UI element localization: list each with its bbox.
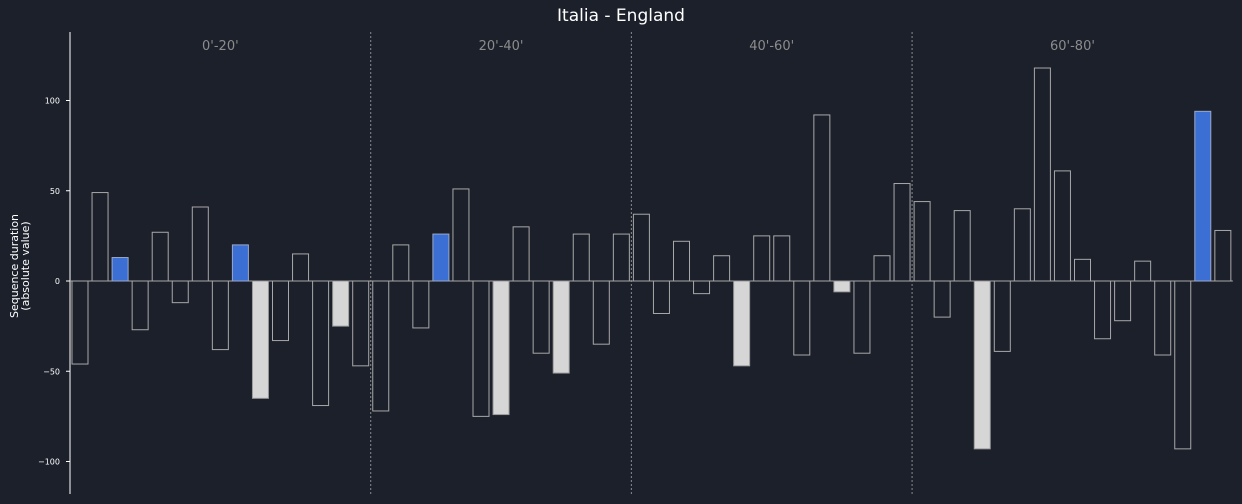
y-tick-label: 50 (50, 187, 60, 196)
bar (612, 233, 630, 282)
bar (893, 183, 911, 282)
bar (1094, 280, 1112, 340)
bar (452, 188, 470, 282)
bar (71, 280, 89, 365)
bar (532, 280, 550, 354)
bar (1214, 229, 1232, 282)
bar (933, 280, 951, 318)
bar (1194, 110, 1212, 282)
period-label: 20'-40' (479, 39, 524, 54)
period-label: 40'-60' (749, 39, 794, 54)
bar (231, 244, 249, 282)
bar (191, 206, 209, 282)
bar (211, 280, 229, 351)
period-label: 60'-80' (1050, 39, 1095, 54)
bar (693, 280, 711, 295)
bar (873, 255, 891, 282)
bar (151, 231, 169, 282)
bar (312, 280, 330, 407)
bar (673, 240, 690, 282)
bar (332, 280, 350, 327)
bar (251, 280, 269, 399)
bar (652, 280, 670, 314)
bar (813, 114, 831, 282)
bar (993, 280, 1011, 352)
bar (1074, 258, 1091, 282)
bar (913, 201, 931, 282)
bar (392, 244, 410, 282)
bar (131, 280, 149, 331)
bar (1013, 208, 1031, 282)
bar (632, 213, 650, 282)
bar (171, 280, 189, 304)
bar (552, 280, 570, 374)
bar (973, 280, 991, 450)
bar (111, 257, 129, 282)
bar (753, 235, 771, 282)
bar (953, 210, 971, 282)
chart-title: Italia - England (557, 6, 685, 26)
bar (1114, 280, 1132, 322)
bar (512, 226, 530, 282)
bar (352, 280, 370, 367)
bar (773, 235, 791, 282)
bar (1033, 67, 1051, 282)
y-axis-label: Sequence duration(absolute value) (8, 214, 32, 318)
y-tick-label: 0 (55, 277, 60, 286)
bar (592, 280, 610, 345)
bar (833, 280, 851, 293)
bar (1174, 280, 1192, 450)
y-tick-label: −100 (38, 458, 60, 467)
y-axis-label-line: (absolute value) (19, 221, 32, 310)
bar (292, 253, 310, 282)
bar (1134, 260, 1152, 282)
bar (492, 280, 510, 416)
y-axis-label-line: Sequence duration (8, 214, 21, 318)
y-tick-label: 100 (45, 97, 60, 106)
bar (1053, 170, 1071, 282)
period-label: 0'-20' (202, 39, 239, 54)
bar (472, 280, 490, 417)
bar (272, 280, 289, 342)
bar (853, 280, 871, 354)
bar (793, 280, 811, 356)
bar (572, 233, 590, 282)
bar (91, 192, 109, 282)
bar (713, 255, 731, 282)
bar (372, 280, 390, 412)
bar (733, 280, 751, 367)
bar (412, 280, 430, 329)
y-tick-label: −50 (43, 367, 60, 376)
bar (432, 233, 450, 282)
bar (1154, 280, 1172, 356)
